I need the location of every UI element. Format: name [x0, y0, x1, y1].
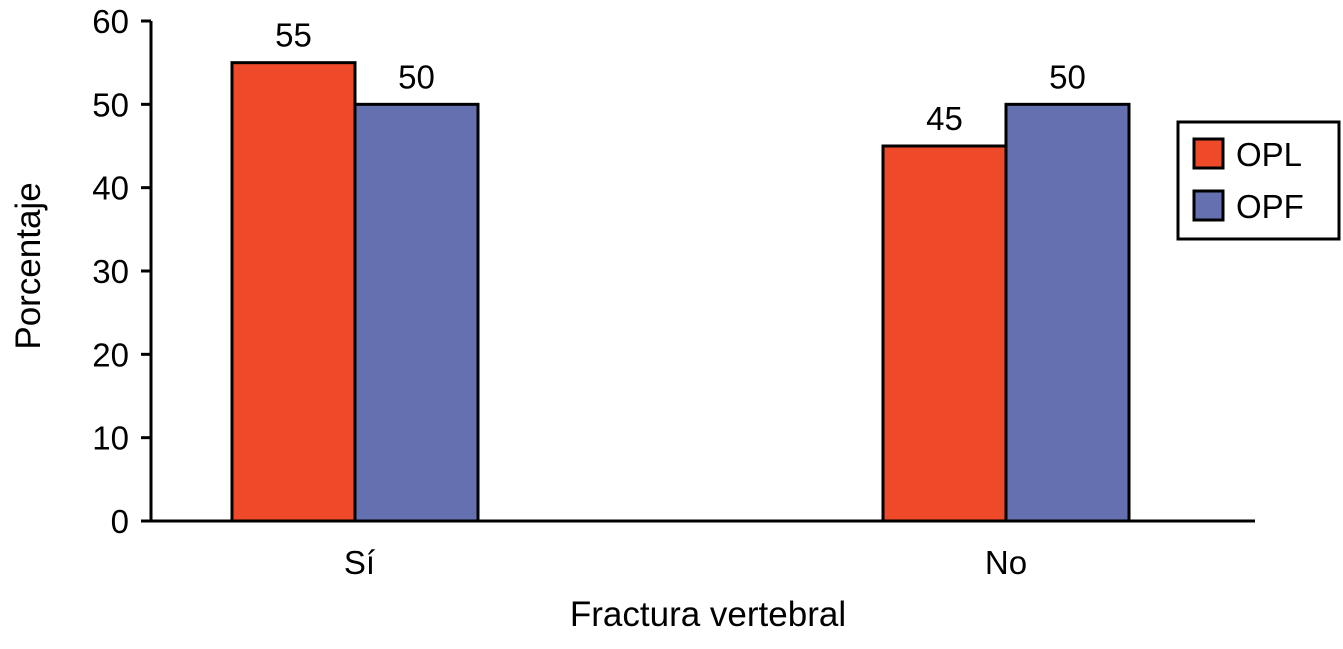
y-tick-label: 50: [92, 86, 129, 123]
x-axis: Sí No: [151, 519, 1255, 581]
legend-swatch-opf: [1192, 189, 1225, 222]
y-tick-label: 10: [92, 420, 129, 457]
data-labels: 55 50 45 50: [275, 17, 1086, 137]
x-category-label: No: [985, 544, 1027, 581]
legend: OPL OPF: [1176, 120, 1341, 241]
bars: [230, 61, 1131, 523]
bar-opf-0: [353, 102, 480, 523]
y-axis-title: Porcentaje: [9, 182, 48, 349]
legend-label-opl: OPL: [1236, 136, 1302, 173]
legend-swatch-opl: [1192, 137, 1225, 170]
y-axis: 0 10 20 30 40 50 60: [92, 3, 153, 540]
data-label-opl-1: 45: [926, 100, 963, 137]
bar-opl-0: [230, 61, 357, 523]
y-tick-label: 30: [92, 253, 129, 290]
y-tick-label: 20: [92, 336, 129, 373]
bar-opl-1: [881, 144, 1008, 523]
data-label-opf-1: 50: [1049, 58, 1086, 95]
x-category-label: Sí: [344, 544, 375, 581]
y-tick-label: 40: [92, 170, 129, 207]
y-tick-label: 0: [111, 503, 129, 540]
legend-label-opf: OPF: [1236, 188, 1304, 225]
y-tick-label: 60: [92, 3, 129, 40]
bar-opf-1: [1004, 102, 1131, 523]
x-axis-title: Fractura vertebral: [570, 595, 846, 634]
data-label-opl-0: 55: [275, 17, 312, 54]
data-label-opf-0: 50: [398, 58, 435, 95]
